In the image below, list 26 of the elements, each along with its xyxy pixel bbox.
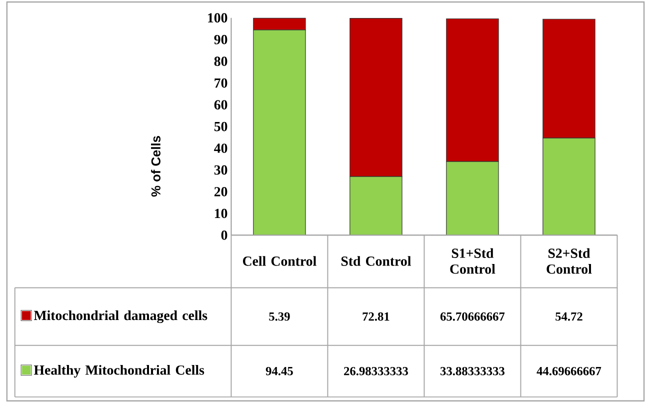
y-tick-label: 0 bbox=[221, 230, 228, 240]
y-tick-label: 20 bbox=[214, 187, 228, 196]
y-tick-label: 40 bbox=[214, 144, 228, 153]
data-label: 94.45 bbox=[266, 367, 293, 376]
data-label: 65.70666667 bbox=[440, 312, 505, 321]
y-tick-label: 70 bbox=[214, 78, 228, 88]
y-tick-label: 100 bbox=[208, 13, 228, 23]
data-label: 72.81 bbox=[362, 312, 390, 321]
y-tick-label: 80 bbox=[214, 56, 228, 66]
data-label: 5.39 bbox=[269, 312, 290, 321]
y-tick-label: 60 bbox=[214, 100, 228, 110]
legend-label: Healthy Mitochondrial Cells bbox=[34, 365, 204, 378]
x-tick-label: S1+Std Control bbox=[450, 248, 496, 274]
data-label: 26.98333333 bbox=[344, 366, 408, 376]
y-tick-label: 50 bbox=[214, 122, 228, 132]
y-tick-label: 30 bbox=[214, 165, 228, 175]
x-tick-label: Cell Control bbox=[242, 256, 316, 266]
data-label: 44.69666667 bbox=[536, 367, 602, 376]
x-tick-label: Std Control bbox=[341, 256, 411, 266]
data-label: 54.72 bbox=[556, 312, 582, 321]
legend-label: Mitochondrial damaged cells bbox=[34, 310, 208, 324]
y-tick-label: 90 bbox=[214, 34, 228, 44]
y-tick-label: 10 bbox=[214, 208, 228, 218]
y-axis-title: % of Cells bbox=[151, 136, 160, 197]
x-tick-label: S2+Std Control bbox=[546, 248, 592, 274]
data-label: 33.88333333 bbox=[440, 366, 504, 376]
